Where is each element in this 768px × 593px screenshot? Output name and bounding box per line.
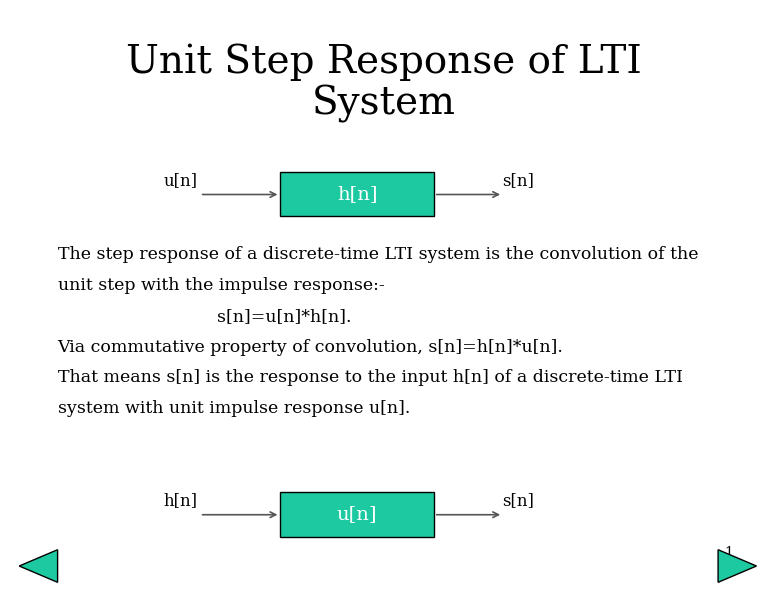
Text: Via commutative property of convolution, s[n]=h[n]*u[n].: Via commutative property of convolution,…	[58, 339, 564, 356]
Bar	[280, 492, 434, 537]
Text: s[n]: s[n]	[502, 173, 535, 189]
Text: unit step with the impulse response:-: unit step with the impulse response:-	[58, 277, 384, 294]
Text: The step response of a discrete-time LTI system is the convolution of the: The step response of a discrete-time LTI…	[58, 246, 698, 263]
Polygon shape	[19, 550, 58, 582]
Text: s[n]: s[n]	[502, 493, 535, 509]
Bar	[280, 172, 434, 216]
Text: s[n]=u[n]*h[n].: s[n]=u[n]*h[n].	[217, 308, 352, 325]
Polygon shape	[718, 550, 756, 582]
Text: 1: 1	[724, 546, 733, 560]
Text: u[n]: u[n]	[337, 505, 377, 524]
Text: u[n]: u[n]	[164, 173, 197, 189]
Text: h[n]: h[n]	[337, 185, 377, 203]
Text: h[n]: h[n]	[164, 493, 197, 509]
Text: That means s[n] is the response to the input h[n] of a discrete-time LTI: That means s[n] is the response to the i…	[58, 369, 683, 387]
Text: Unit Step Response of LTI: Unit Step Response of LTI	[126, 43, 642, 81]
Text: System: System	[312, 85, 456, 123]
Text: system with unit impulse response u[n].: system with unit impulse response u[n].	[58, 400, 410, 417]
